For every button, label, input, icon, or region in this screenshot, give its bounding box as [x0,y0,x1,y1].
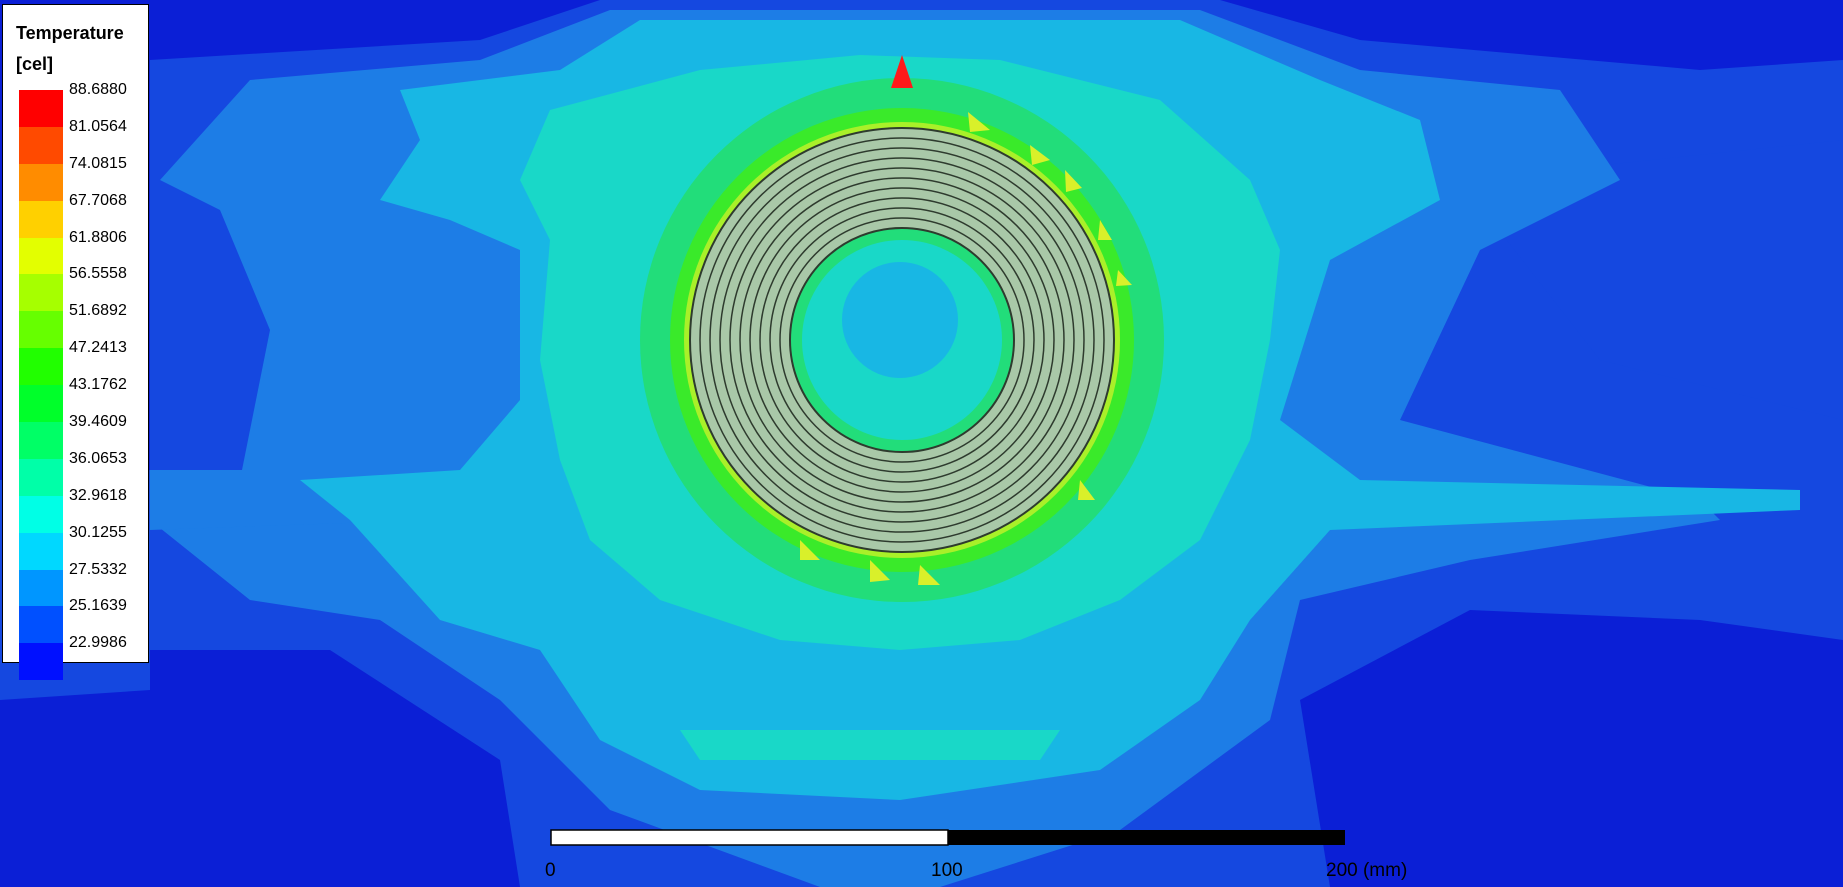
legend-value: 36.0653 [69,449,127,467]
legend-items: 88.6880 81.0564 74.0815 67.7068 61.8806 56.55… [16,81,148,681]
hotspot-triangles [800,112,1132,585]
scale-bar-label-0: 0 [545,860,556,881]
legend-color-swatch [19,348,63,386]
legend-color-swatch [19,643,63,681]
legend-row: 56.5558 [16,265,148,312]
legend-value: 32.9618 [69,486,127,504]
scale-bar-label-200: 200 (mm) [1326,860,1408,881]
legend-color-swatch [19,532,63,570]
legend-color-swatch [19,569,63,607]
legend-color-swatch [19,495,63,533]
temperature-legend: Temperature [cel] 88.6880 81.0564 74.0815 6… [2,4,149,681]
legend-row: 51.6892 [16,302,148,349]
legend-value: 56.5558 [69,265,127,283]
legend-value: 27.5332 [69,560,127,578]
legend-value: 88.6880 [69,81,127,98]
legend-value: 43.1762 [69,376,127,394]
legend-title-line2: [cel] [16,54,54,74]
legend-row: 22.9986 [16,634,148,681]
legend-color-swatch [19,90,63,127]
legend-value: 74.0815 [69,154,127,172]
legend-row: 30.1255 [16,524,148,570]
legend-value: 22.9986 [69,634,127,652]
legend-value: 39.4609 [69,413,127,431]
legend-row: 61.8806 [16,229,148,275]
legend-row: 39.4609 [16,413,148,459]
legend-color-swatch [19,422,63,459]
legend-color-swatch [19,237,63,275]
legend-color-swatch [19,311,63,349]
legend-value: 51.6892 [69,302,127,320]
legend-row: 43.1762 [16,376,148,423]
legend-value: 47.2413 [69,339,127,357]
legend-color-swatch [19,274,63,312]
coil-center-cyan [842,262,958,378]
legend-color-swatch [19,606,63,644]
legend-row: 47.2413 [16,339,148,386]
legend-row: 81.0564 [16,118,148,164]
legend-color-swatch [19,458,63,496]
max-temperature-marker [891,55,913,88]
legend-row: 32.9618 [16,487,148,533]
legend-color-swatch [19,200,63,238]
legend-color-swatch [19,126,63,164]
legend-row: 36.0653 [16,450,148,496]
legend-color-swatch [19,163,63,201]
legend-value: 81.0564 [69,117,127,135]
legend-row: 74.0815 [16,155,148,201]
legend-color-swatch [19,385,63,423]
scale-bar-label-100: 100 [931,860,963,881]
legend-value: 67.7068 [69,191,127,209]
legend-row: 67.7068 [16,192,148,238]
legend-title-line1: Temperature [16,23,124,43]
legend-value: 30.1255 [69,523,127,541]
legend-value: 25.1639 [69,597,127,615]
legend-row: 88.6880 [16,81,148,127]
legend-value: 61.8806 [69,228,127,246]
legend-row: 25.1639 [16,597,148,644]
scale-bar [550,829,1345,846]
legend-row: 27.5332 [16,561,148,607]
